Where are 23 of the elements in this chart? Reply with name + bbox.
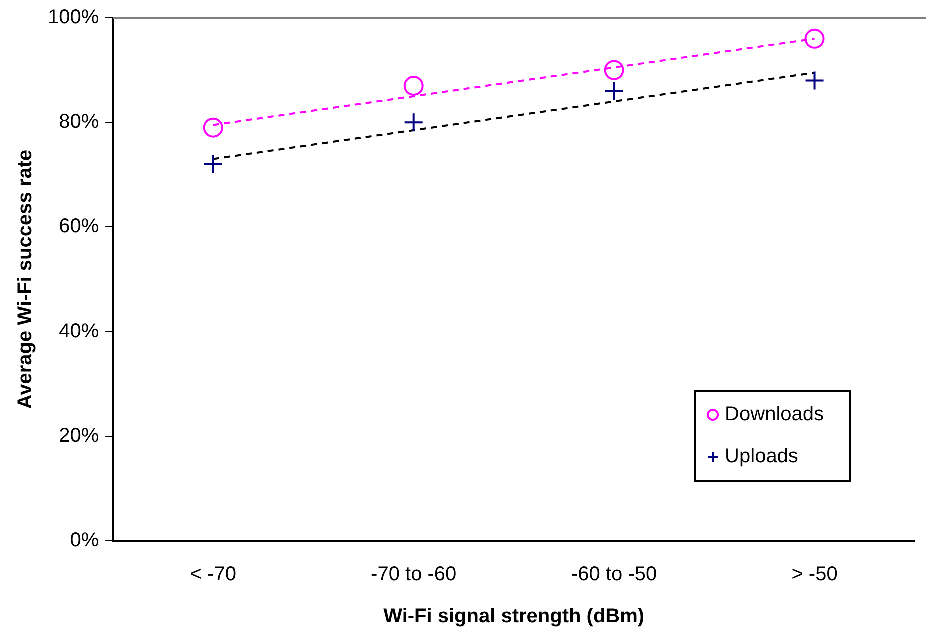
y-tick-label: 0% (70, 530, 100, 552)
x-axis-title: Wi-Fi signal strength (dBm) (384, 606, 645, 628)
point (404, 76, 424, 96)
point (203, 154, 224, 174)
y-tick-label: 60% (59, 216, 100, 238)
x-tick-label: -70 to -60 (371, 564, 457, 586)
point (203, 118, 224, 138)
legend-label: Downloads (725, 404, 824, 426)
line-series (212, 72, 816, 160)
y-tick-label: 100% (48, 6, 100, 29)
legend-label: Uploads (725, 446, 798, 468)
point (604, 81, 624, 102)
y-tick-label: 40% (59, 320, 100, 342)
y-tick-label: 20% (59, 424, 100, 447)
x-tick-label: < -70 (190, 564, 236, 586)
point (804, 28, 825, 49)
x-tick-label: > -50 (792, 564, 838, 586)
point (404, 112, 424, 133)
point (804, 70, 825, 91)
point (604, 60, 624, 80)
y-axis-title: Average Wi-Fi success rate (14, 150, 37, 410)
x-tick-label: -60 to -50 (572, 564, 658, 586)
y-tick-label: 80% (59, 111, 100, 134)
